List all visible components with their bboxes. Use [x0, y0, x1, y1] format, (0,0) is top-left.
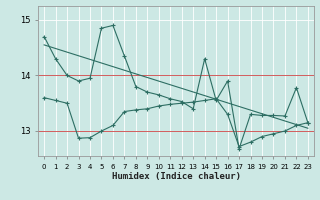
X-axis label: Humidex (Indice chaleur): Humidex (Indice chaleur): [111, 172, 241, 181]
